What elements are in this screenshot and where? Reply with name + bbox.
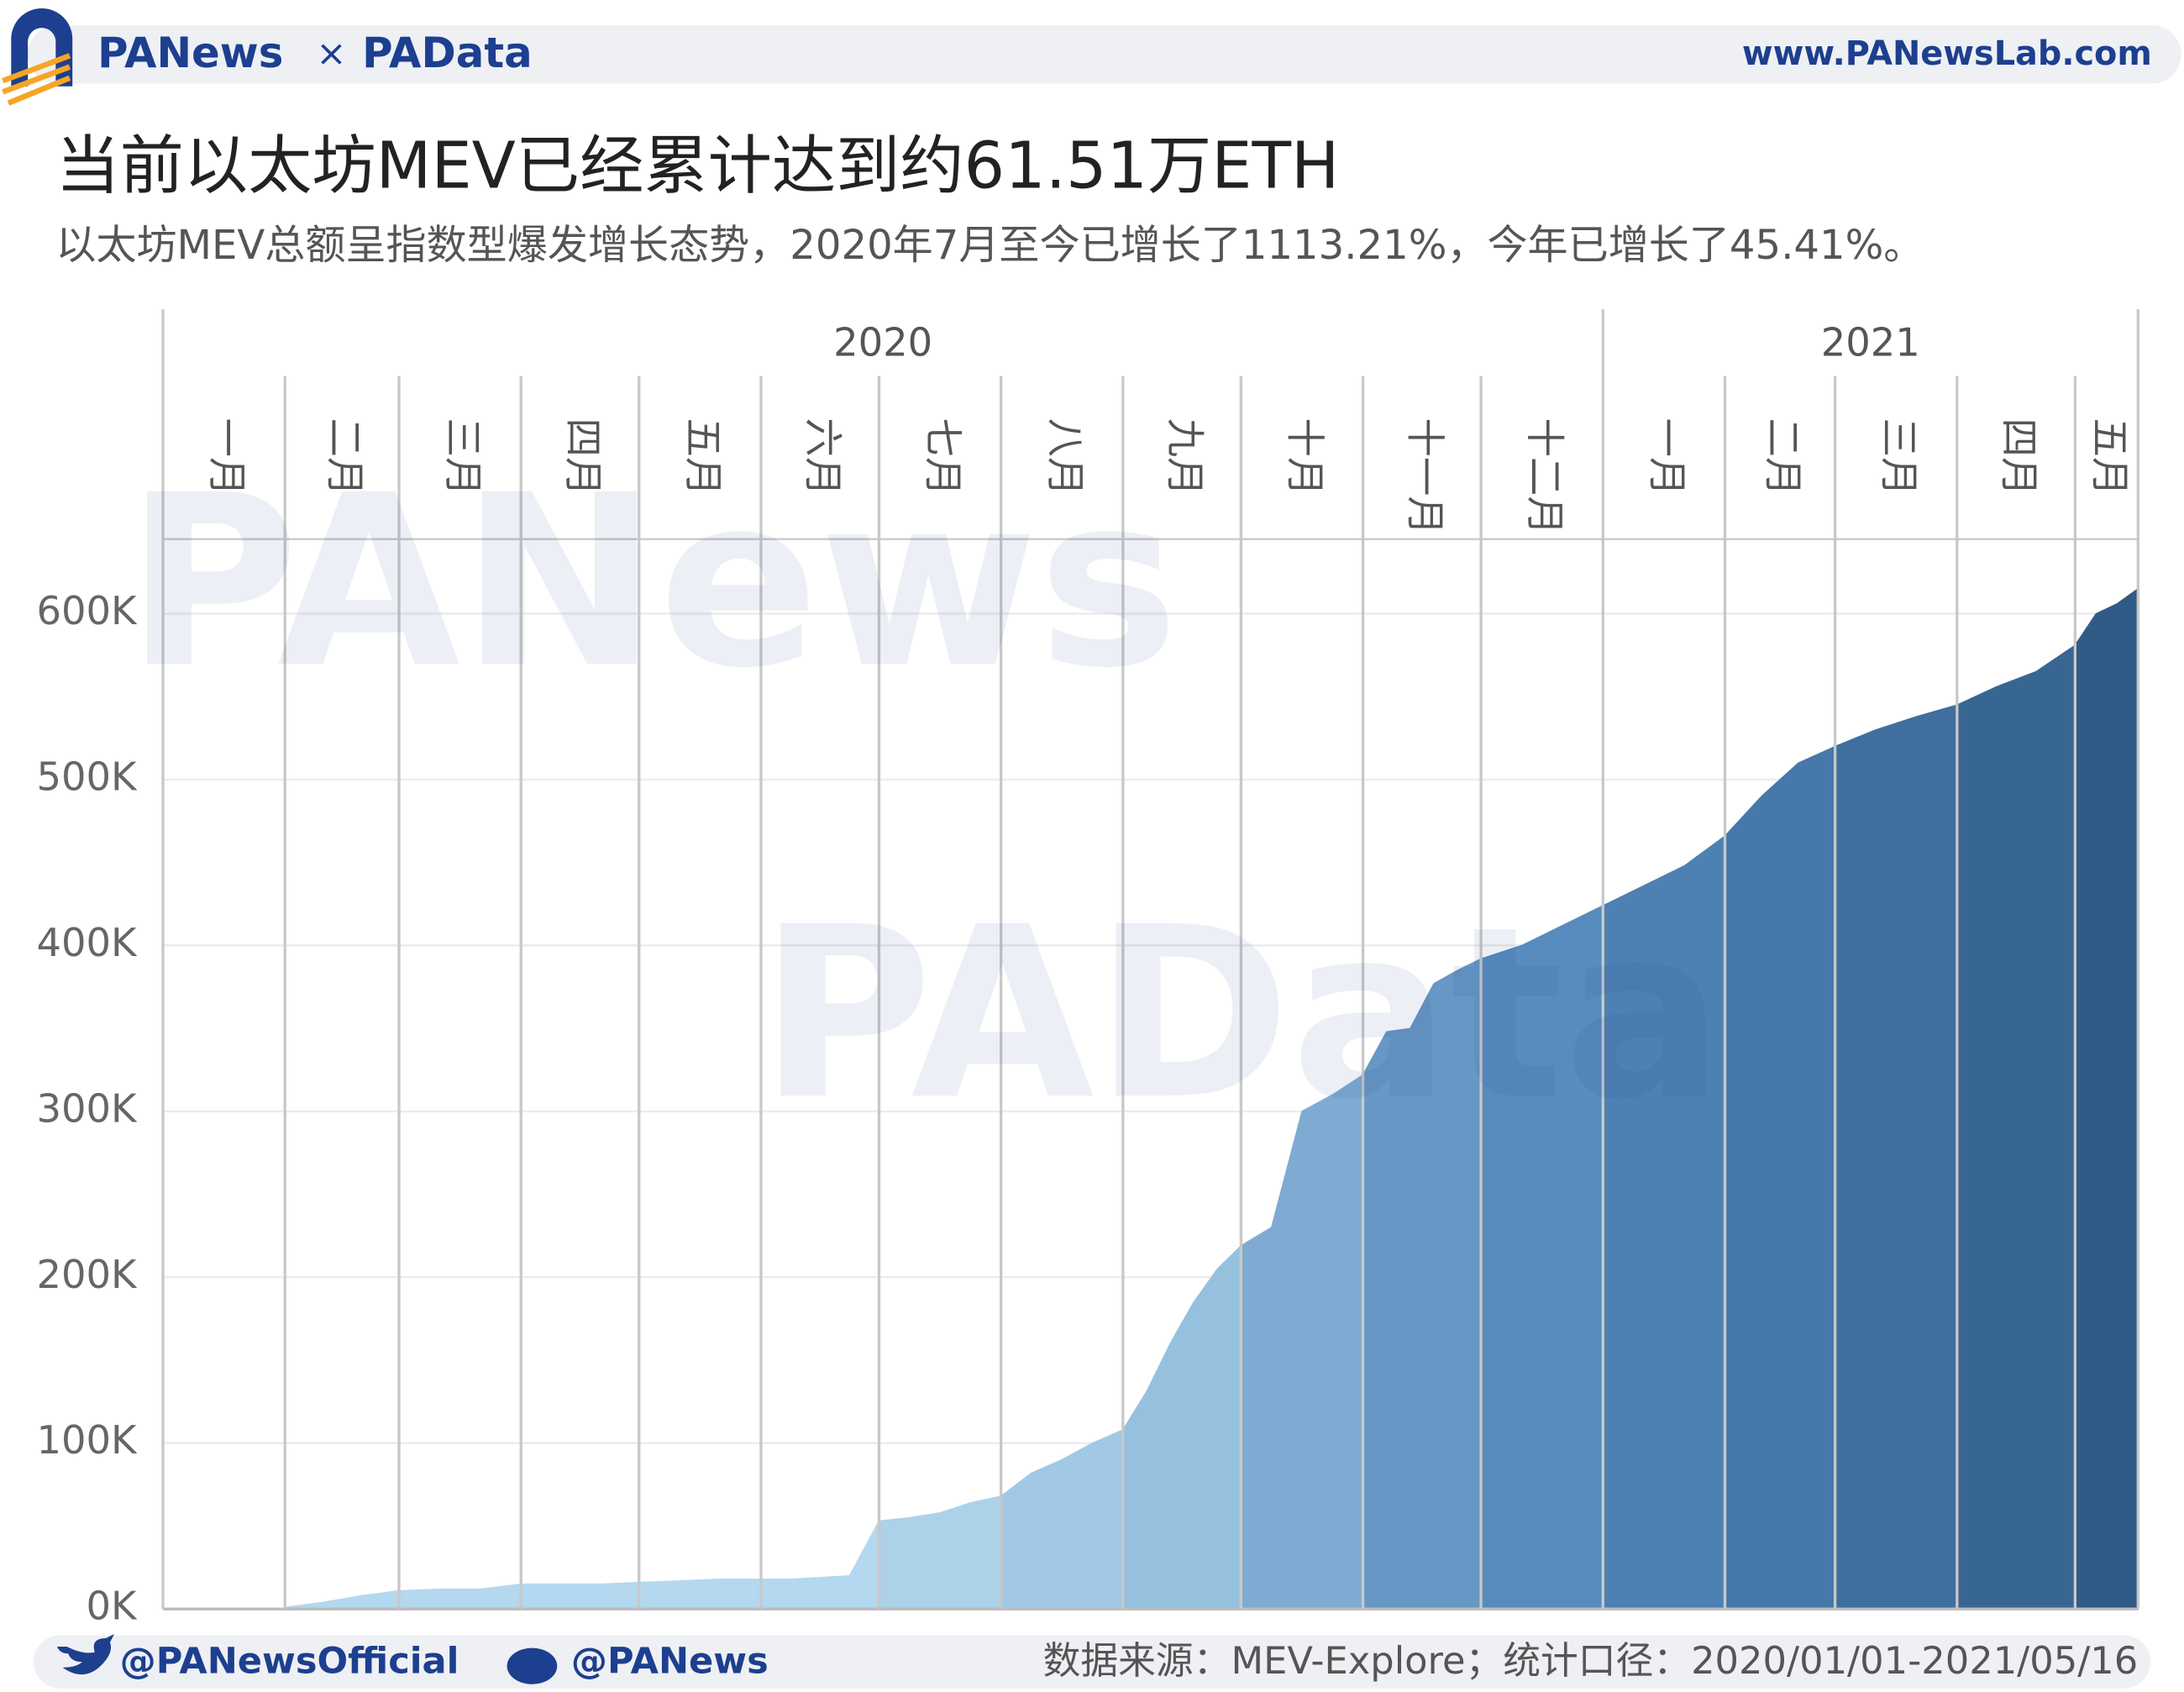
area xyxy=(1724,745,1836,1610)
month-label: 一月 xyxy=(1644,418,1689,496)
y-tick-label: 300K xyxy=(36,1085,138,1131)
month-label: 九月 xyxy=(1163,418,1208,496)
logo xyxy=(2,8,73,106)
month-label: 二月 xyxy=(323,418,368,496)
source: 数据来源：MEV-Explore；统计口径：2020/01/01-2021/05… xyxy=(1043,1638,2139,1683)
footer-bar xyxy=(33,1635,2151,1689)
area xyxy=(638,1578,762,1610)
month-label: 六月 xyxy=(801,418,846,496)
month-label: 三月 xyxy=(440,418,486,496)
month-label: 十二月 xyxy=(1522,418,1567,534)
watermark: PANews xyxy=(125,444,1179,720)
header-bar xyxy=(28,24,2181,84)
twitter: @PANewsOfficial xyxy=(120,1640,459,1682)
year-label: 2020 xyxy=(833,320,932,365)
area xyxy=(1956,644,2076,1610)
month-label: 五月 xyxy=(2087,418,2132,496)
url: www.PANewsLab.com xyxy=(1742,34,2152,73)
area xyxy=(1122,1244,1242,1610)
weibo: @PANews xyxy=(571,1640,769,1682)
area xyxy=(760,1521,880,1610)
month-label: 四月 xyxy=(560,418,606,496)
month-label: 五月 xyxy=(680,418,726,496)
cross: × xyxy=(316,33,346,75)
area xyxy=(284,1590,400,1610)
brand2: PAData xyxy=(362,29,533,77)
area xyxy=(398,1583,522,1610)
weibo-icon xyxy=(507,1647,558,1684)
chart-subtitle: 以太坊MEV总额呈指数型爆发增长态势，2020年7月至今已增长了1113.21%… xyxy=(55,222,1924,269)
watermark: PAData xyxy=(759,876,1724,1152)
area xyxy=(1240,1074,1364,1610)
month-label: 一月 xyxy=(204,418,249,496)
y-tick-label: 200K xyxy=(36,1252,138,1297)
area xyxy=(878,1495,1002,1610)
brand: PANews xyxy=(97,29,283,77)
twitter-icon xyxy=(56,1634,114,1675)
area xyxy=(1000,1428,1124,1610)
month-label: 十一月 xyxy=(1402,418,1447,534)
y-tick-label: 100K xyxy=(36,1417,138,1463)
y-tick-label: 600K xyxy=(36,588,138,633)
year-label: 2021 xyxy=(1821,320,1920,365)
chart-title: 当前以太坊MEV已经累计达到约61.51万ETH xyxy=(55,128,1339,202)
month-label: 三月 xyxy=(1877,418,1922,496)
y-tick-label: 400K xyxy=(36,920,138,965)
month-label: 八月 xyxy=(1042,418,1088,496)
month-label: 十月 xyxy=(1282,418,1327,496)
area xyxy=(1834,704,1958,1610)
y-tick-label: 0K xyxy=(87,1584,139,1629)
area xyxy=(2074,587,2139,1610)
month-label: 二月 xyxy=(1761,418,1806,496)
area xyxy=(520,1581,640,1610)
y-tick-label: 500K xyxy=(36,754,138,799)
month-label: 七月 xyxy=(921,418,966,496)
month-label: 四月 xyxy=(1997,418,2042,496)
